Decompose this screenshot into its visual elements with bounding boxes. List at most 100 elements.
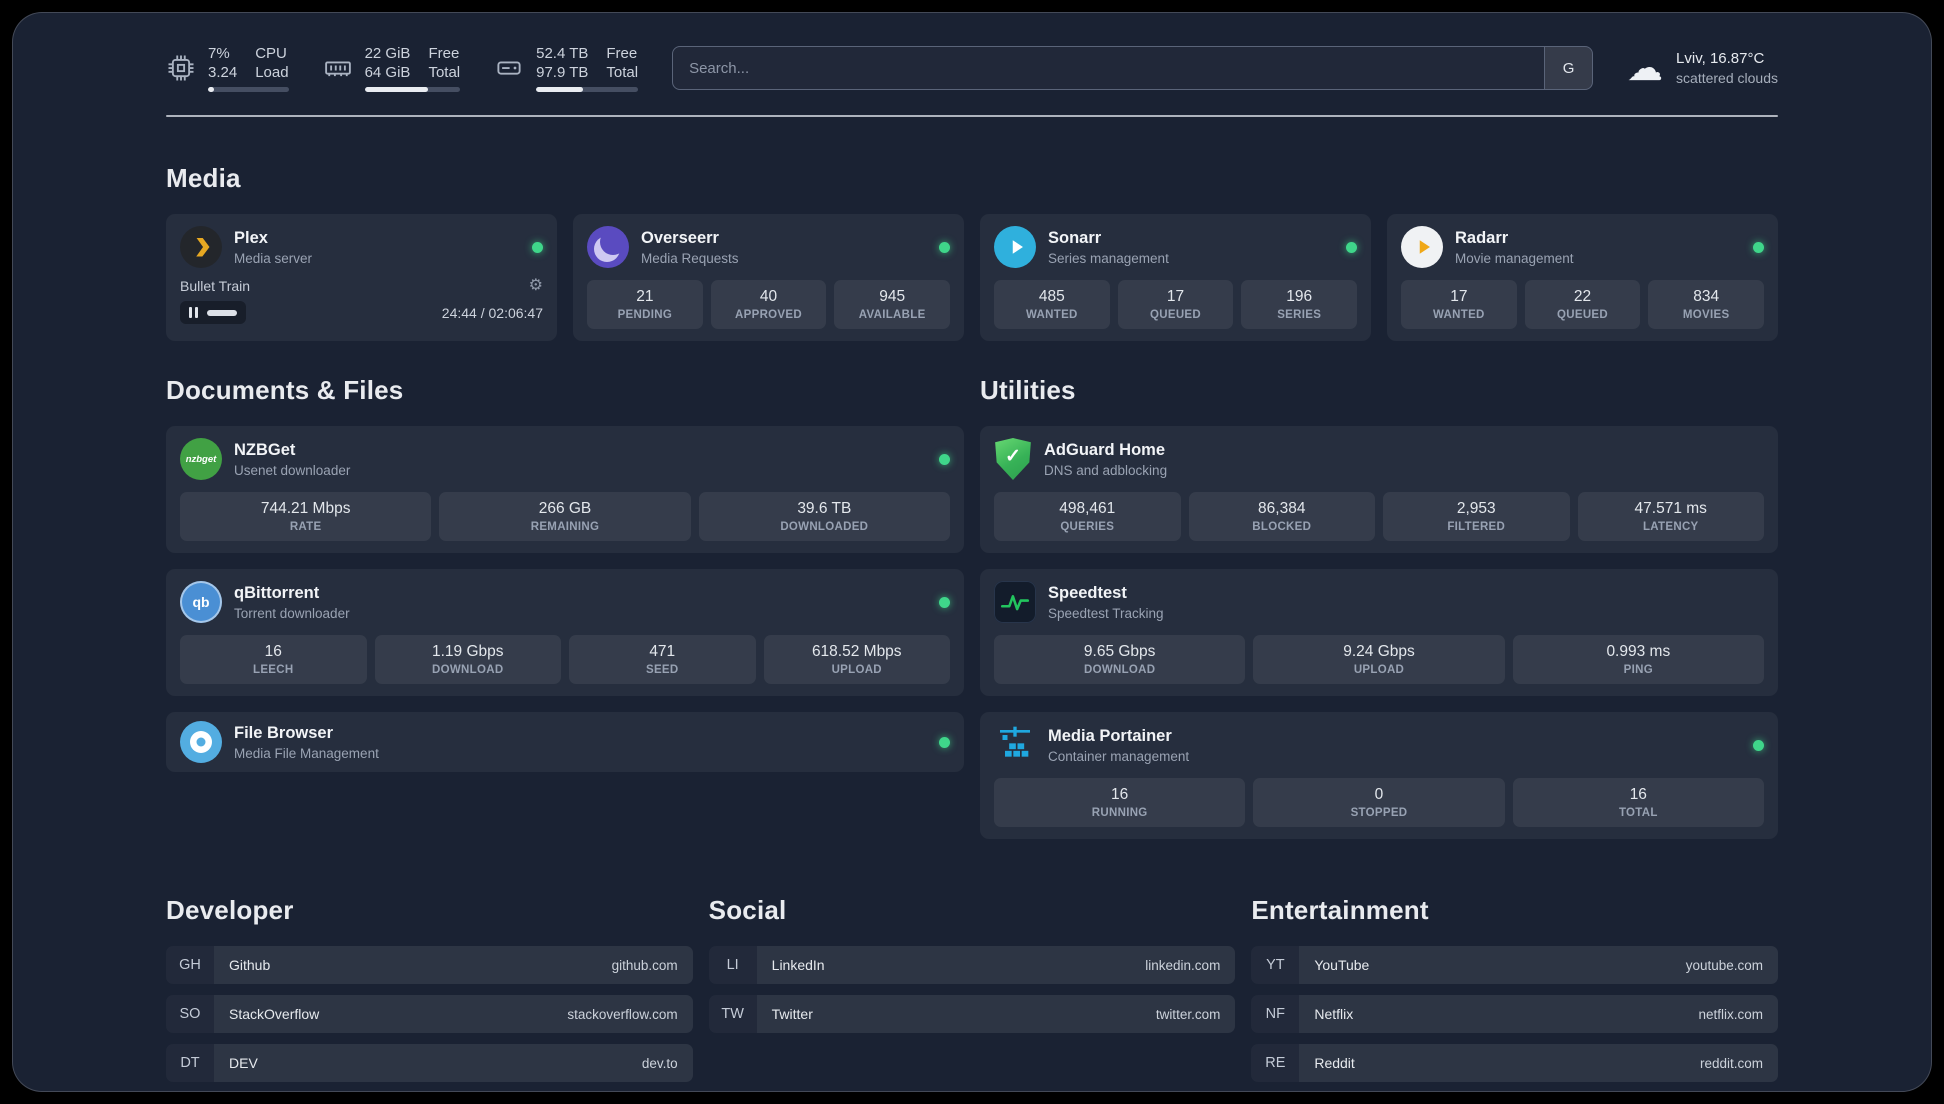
stat-block: 47.571 ms LATENCY: [1577, 492, 1764, 541]
cpu-label: CPU: [255, 45, 287, 62]
search-bar: G: [672, 46, 1594, 90]
stat-label: PENDING: [617, 309, 673, 321]
section-title-utilities: Utilities: [980, 375, 1076, 405]
weather-condition: scattered clouds: [1676, 70, 1778, 86]
bookmark-abbr: RE: [1251, 1044, 1299, 1082]
memory-free-label: Free: [428, 45, 460, 62]
stat-label: QUEUED: [1557, 309, 1609, 321]
bookmark-reddit[interactable]: RE Reddit reddit.com: [1251, 1044, 1778, 1082]
stat-block: 834 MOVIES: [1648, 280, 1765, 329]
stat-label: APPROVED: [735, 309, 802, 321]
weather-widget: ☁ Lviv, 16.87°C scattered clouds: [1627, 47, 1778, 88]
bookmark-name: DEV: [229, 1055, 258, 1071]
service-card-plex[interactable]: Plex Media server Bullet Train ⚙: [166, 214, 557, 341]
service-card-adguard[interactable]: ✓ AdGuard Home DNS and adblocking 498,46…: [980, 426, 1778, 553]
service-card-nzbget[interactable]: nzbget NZBGet Usenet downloader 744.21 M…: [166, 426, 964, 553]
cpu-chip-icon: [168, 55, 194, 81]
cloud-icon: ☁: [1627, 47, 1664, 88]
bookmark-twitter[interactable]: TW Twitter twitter.com: [709, 995, 1236, 1033]
section-entertainment: Entertainment YT YouTube youtube.com NF …: [1251, 895, 1778, 1082]
service-description: Movie management: [1455, 250, 1574, 266]
stat-label: BLOCKED: [1252, 521, 1312, 533]
disk-free-value: 52.4 TB: [536, 45, 589, 62]
pause-button[interactable]: [189, 307, 198, 318]
gear-icon[interactable]: ⚙: [528, 277, 543, 294]
bookmark-url: youtube.com: [1685, 957, 1763, 973]
search-input[interactable]: [673, 47, 1545, 89]
stat-value: 16: [1629, 786, 1647, 803]
service-description: Media File Management: [234, 745, 379, 761]
service-card-speedtest[interactable]: Speedtest Speedtest Tracking 9.65 Gbps D…: [980, 569, 1778, 696]
bookmark-linkedin[interactable]: LI LinkedIn linkedin.com: [709, 946, 1236, 984]
search-provider-button[interactable]: G: [1544, 47, 1593, 89]
bookmark-url: linkedin.com: [1145, 957, 1221, 973]
stat-block: 1.19 Gbps DOWNLOAD: [374, 635, 561, 684]
service-card-portainer[interactable]: Media Portainer Container management 16 …: [980, 712, 1778, 839]
service-name: Speedtest: [1048, 583, 1127, 602]
bookmark-stackoverflow[interactable]: SO StackOverflow stackoverflow.com: [166, 995, 693, 1033]
bookmark-url: stackoverflow.com: [567, 1006, 678, 1022]
memory-widget: 22 GiB 64 GiB Free Total: [323, 44, 461, 92]
bookmark-abbr: DT: [166, 1044, 214, 1082]
bookmark-url: reddit.com: [1699, 1055, 1763, 1071]
stat-label: LATENCY: [1642, 521, 1699, 533]
stat-block: 471 SEED: [569, 635, 756, 684]
stat-value: 471: [649, 643, 676, 660]
playback-pill: [180, 301, 246, 324]
stat-value: 40: [759, 288, 778, 305]
service-card-sonarr[interactable]: Sonarr Series management 485 WANTED 17 Q…: [980, 214, 1371, 341]
stat-block: 16 TOTAL: [1512, 778, 1764, 827]
stat-label: SEED: [645, 664, 679, 676]
stat-value: 16: [1111, 786, 1129, 803]
stat-block: 16 RUNNING: [994, 778, 1246, 827]
service-card-radarr[interactable]: Radarr Movie management 17 WANTED 22 QUE…: [1387, 214, 1778, 341]
service-card-overseerr[interactable]: Overseerr Media Requests 21 PENDING 40 A…: [573, 214, 964, 341]
bookmark-name: Github: [229, 957, 271, 973]
playback-time: 24:44 / 02:06:47: [441, 304, 543, 321]
stat-block: 266 GB REMAINING: [439, 492, 691, 541]
stat-value: 39.6 TB: [797, 500, 852, 517]
stat-label: QUEUED: [1150, 309, 1202, 321]
service-card-qbittorrent[interactable]: qb qBittorrent Torrent downloader 16 LEE…: [166, 569, 964, 696]
bookmark-dev[interactable]: DT DEV dev.to: [166, 1044, 693, 1082]
stat-value: 9.24 Gbps: [1343, 643, 1415, 660]
speedtest-icon: [994, 581, 1036, 623]
stat-block: 9.65 Gbps DOWNLOAD: [994, 635, 1246, 684]
status-dot: [939, 453, 950, 465]
stat-label: MOVIES: [1682, 309, 1730, 321]
bookmark-netflix[interactable]: NF Netflix netflix.com: [1251, 995, 1778, 1033]
topbar-divider: [166, 115, 1778, 117]
stat-label: RUNNING: [1091, 807, 1148, 819]
stat-label: DOWNLOAD: [1083, 664, 1156, 676]
stat-block: 86,384 BLOCKED: [1188, 492, 1375, 541]
bookmark-abbr: NF: [1251, 995, 1299, 1033]
service-description: Torrent downloader: [234, 605, 350, 621]
stat-block: 17 QUEUED: [1117, 280, 1234, 329]
disk-total-value: 97.9 TB: [536, 64, 589, 81]
service-description: Media server: [234, 250, 313, 266]
bookmark-abbr: YT: [1251, 946, 1299, 984]
stat-value: 21: [636, 288, 654, 305]
service-description: DNS and adblocking: [1044, 462, 1168, 478]
stat-value: 0.993 ms: [1606, 643, 1671, 660]
stat-block: 618.52 Mbps UPLOAD: [763, 635, 950, 684]
stat-label: TOTAL: [1618, 807, 1658, 819]
overseerr-icon: [587, 226, 629, 268]
bookmark-youtube[interactable]: YT YouTube youtube.com: [1251, 946, 1778, 984]
stat-block: 498,461 QUERIES: [994, 492, 1181, 541]
service-card-filebrowser[interactable]: File Browser Media File Management: [166, 712, 964, 772]
stat-label: DOWNLOAD: [432, 664, 504, 676]
service-name: AdGuard Home: [1044, 440, 1166, 459]
bookmark-url: dev.to: [641, 1055, 678, 1071]
service-description: Container management: [1048, 748, 1190, 764]
stat-value: 47.571 ms: [1634, 500, 1707, 517]
section-title-entertainment: Entertainment: [1251, 895, 1429, 925]
playback-progress: [207, 309, 237, 316]
stat-value: 9.65 Gbps: [1083, 643, 1156, 660]
bookmark-github[interactable]: GH Github github.com: [166, 946, 693, 984]
stat-label: PING: [1623, 664, 1653, 676]
status-dot: [532, 241, 543, 253]
stat-value: 196: [1286, 288, 1313, 305]
service-name: Plex: [234, 228, 268, 247]
filebrowser-icon: [180, 721, 222, 763]
